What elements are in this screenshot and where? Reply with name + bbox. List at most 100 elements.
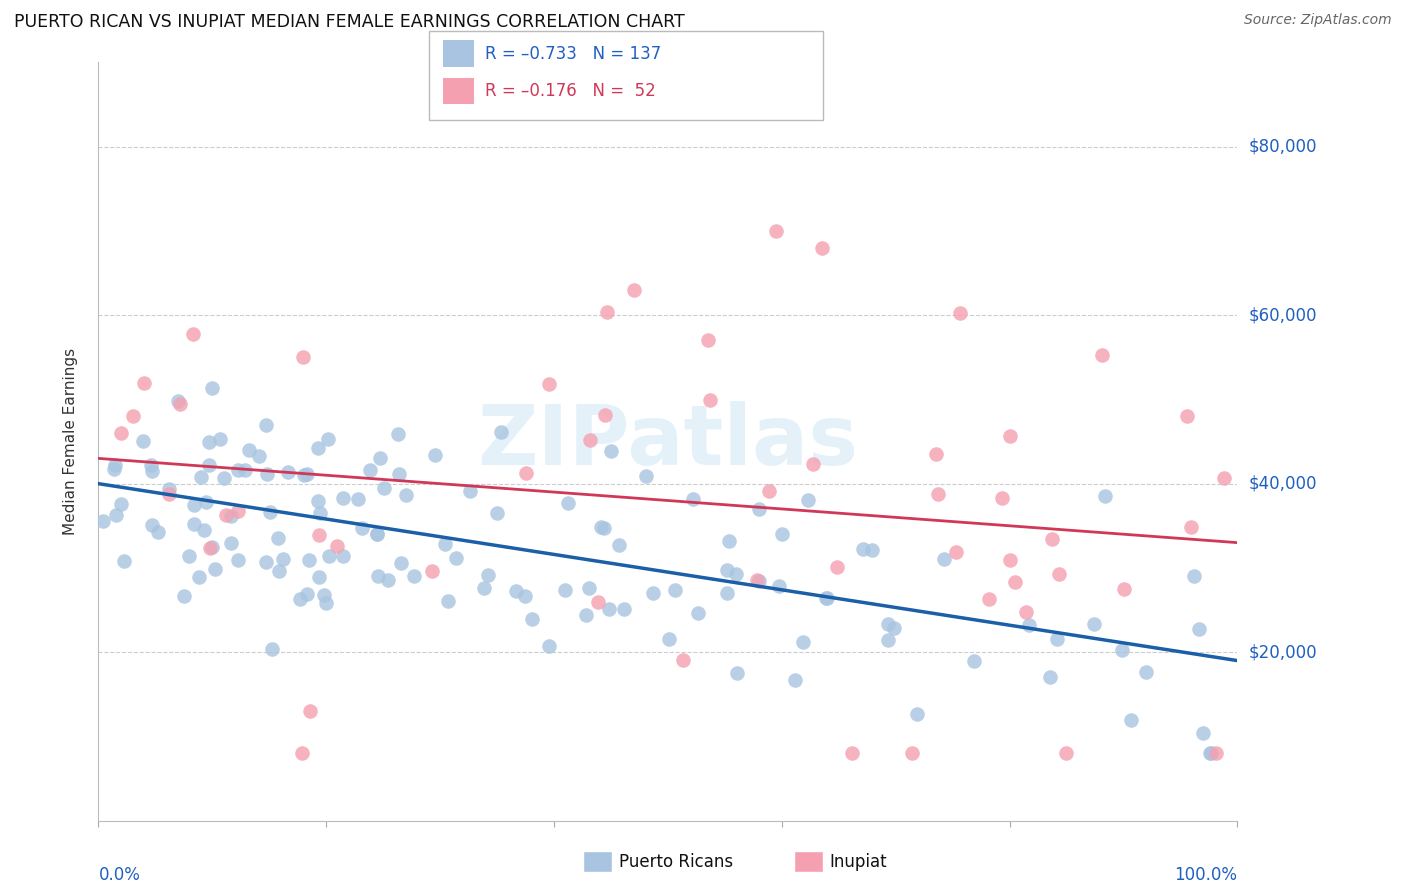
- Text: $20,000: $20,000: [1249, 643, 1317, 661]
- Point: [554, 583, 576, 598]
- Point: [1175, 409, 1198, 424]
- Point: [716, 586, 738, 600]
- Point: [1018, 618, 1040, 632]
- Point: [389, 557, 412, 571]
- Point: [204, 561, 226, 575]
- Point: [643, 586, 665, 600]
- Point: [664, 583, 686, 598]
- Point: [595, 408, 617, 422]
- Point: [259, 505, 281, 519]
- Point: [1083, 616, 1105, 631]
- Point: [277, 465, 299, 479]
- Point: [745, 574, 768, 588]
- Point: [226, 504, 249, 518]
- Text: 100.0%: 100.0%: [1174, 866, 1237, 884]
- Point: [219, 536, 242, 550]
- Point: [267, 531, 290, 545]
- Point: [295, 587, 318, 601]
- Point: [173, 589, 195, 603]
- Point: [195, 494, 218, 508]
- Point: [1046, 632, 1069, 646]
- Point: [810, 241, 832, 255]
- Point: [139, 458, 162, 472]
- Point: [238, 442, 260, 457]
- Point: [841, 746, 863, 760]
- Point: [699, 392, 721, 407]
- Point: [434, 537, 457, 551]
- Point: [520, 612, 543, 626]
- Point: [104, 458, 127, 472]
- Point: [491, 425, 513, 440]
- Point: [298, 552, 321, 566]
- Point: [877, 632, 900, 647]
- Point: [247, 449, 270, 463]
- Point: [797, 492, 820, 507]
- Point: [657, 632, 679, 646]
- Point: [307, 494, 329, 508]
- Point: [792, 635, 814, 649]
- Point: [682, 491, 704, 506]
- Point: [934, 551, 956, 566]
- Point: [332, 491, 354, 506]
- Point: [477, 567, 499, 582]
- Point: [977, 591, 1000, 606]
- Point: [557, 496, 579, 510]
- Point: [332, 549, 354, 563]
- Point: [716, 563, 738, 577]
- Point: [326, 539, 349, 553]
- Point: [132, 376, 155, 390]
- Point: [387, 427, 409, 442]
- Point: [425, 448, 447, 462]
- Point: [1188, 622, 1211, 636]
- Point: [292, 351, 315, 365]
- Point: [579, 433, 602, 447]
- Point: [254, 555, 277, 569]
- Point: [1094, 489, 1116, 503]
- Point: [110, 496, 132, 510]
- Point: [1111, 643, 1133, 657]
- Point: [254, 418, 277, 433]
- Point: [146, 525, 169, 540]
- Point: [347, 492, 370, 507]
- Point: [377, 573, 399, 587]
- Point: [366, 527, 388, 541]
- Point: [505, 584, 527, 599]
- Point: [183, 498, 205, 512]
- Point: [444, 550, 467, 565]
- Point: [256, 467, 278, 481]
- Point: [748, 502, 770, 516]
- Point: [308, 570, 330, 584]
- Text: Source: ZipAtlas.com: Source: ZipAtlas.com: [1244, 13, 1392, 28]
- Point: [883, 621, 905, 635]
- Point: [367, 569, 389, 583]
- Point: [183, 517, 205, 532]
- Point: [513, 589, 536, 603]
- Point: [373, 481, 395, 495]
- Point: [1199, 746, 1222, 760]
- Point: [1004, 574, 1026, 589]
- Point: [472, 581, 495, 595]
- Point: [288, 591, 311, 606]
- Point: [291, 746, 314, 760]
- Point: [307, 442, 329, 456]
- Point: [318, 549, 340, 563]
- Point: [901, 746, 924, 760]
- Point: [963, 654, 986, 668]
- Point: [271, 552, 294, 566]
- Point: [226, 463, 249, 477]
- Point: [725, 567, 748, 582]
- Point: [768, 579, 790, 593]
- Point: [295, 467, 318, 481]
- Point: [538, 377, 561, 392]
- Point: [226, 553, 249, 567]
- Point: [765, 224, 787, 238]
- Point: [825, 560, 848, 574]
- Point: [308, 528, 330, 542]
- Point: [877, 616, 900, 631]
- Point: [104, 508, 127, 523]
- Point: [267, 565, 290, 579]
- Point: [368, 450, 391, 465]
- Point: [352, 521, 374, 535]
- Point: [198, 458, 221, 472]
- Point: [420, 564, 443, 578]
